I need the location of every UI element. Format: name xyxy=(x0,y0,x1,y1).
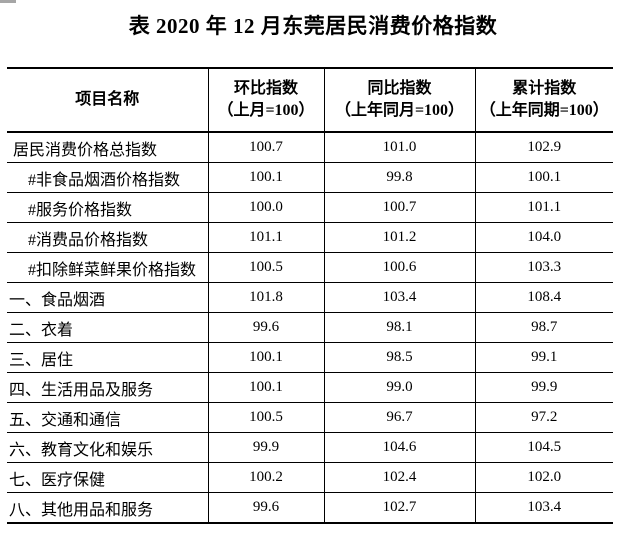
yoy-value-cell: 102.4 xyxy=(324,462,476,493)
item-name-cell: 一、食品烟酒 xyxy=(7,282,209,313)
cum-value-cell: 97.2 xyxy=(475,402,613,433)
item-name-cell: 五、交通和通信 xyxy=(7,402,209,433)
cum-value-cell: 104.5 xyxy=(475,432,613,463)
col-header-mom-index: 环比指数 （上月=100） xyxy=(208,68,325,133)
item-name-cell: 八、其他用品和服务 xyxy=(7,492,209,524)
col-header-mom-line2: （上月=100） xyxy=(217,102,315,119)
col-header-cum-index: 累计指数 （上年同期=100） xyxy=(475,68,613,133)
item-name-cell: 三、居住 xyxy=(7,342,209,373)
col-header-mom-line1: 环比指数 xyxy=(233,80,298,97)
yoy-value-cell: 98.5 xyxy=(324,342,476,373)
item-name-cell: #消费品价格指数 xyxy=(7,222,209,253)
col-header-yoy-index: 同比指数 （上年同月=100） xyxy=(324,68,476,133)
table-row-excl-fresh: #扣除鲜菜鲜果价格指数 100.5 100.6 103.3 xyxy=(7,252,613,283)
table-row-housing: 三、居住 100.1 98.5 99.1 xyxy=(7,342,613,373)
mom-value-cell: 101.1 xyxy=(208,222,325,253)
mom-value-cell: 99.6 xyxy=(208,492,325,524)
item-name-cell: #非食品烟酒价格指数 xyxy=(7,162,209,193)
cum-value-cell: 102.9 xyxy=(475,132,613,163)
mom-value-cell: 100.2 xyxy=(208,462,325,493)
cum-value-cell: 102.0 xyxy=(475,462,613,493)
col-header-yoy-line2: （上年同月=100） xyxy=(334,102,465,119)
table-row-transport-communication: 五、交通和通信 100.5 96.7 97.2 xyxy=(7,402,613,433)
cum-value-cell: 103.3 xyxy=(475,252,613,283)
mom-value-cell: 100.7 xyxy=(208,132,325,163)
item-name-cell: 七、医疗保健 xyxy=(7,462,209,493)
item-name-cell: 二、衣着 xyxy=(7,312,209,343)
item-name-cell: 居民消费价格总指数 xyxy=(7,132,209,163)
table-row-clothing: 二、衣着 99.6 98.1 98.7 xyxy=(7,312,613,343)
table-row-consumer-goods: #消费品价格指数 101.1 101.2 104.0 xyxy=(7,222,613,253)
cum-value-cell: 98.7 xyxy=(475,312,613,343)
col-header-item-name: 项目名称 xyxy=(7,68,209,133)
table-row-food-tobacco: 一、食品烟酒 101.8 103.4 108.4 xyxy=(7,282,613,313)
yoy-value-cell: 101.2 xyxy=(324,222,476,253)
item-name-cell: 六、教育文化和娱乐 xyxy=(7,432,209,463)
table-row-non-food-tobacco: #非食品烟酒价格指数 100.1 99.8 100.1 xyxy=(7,162,613,193)
item-name-cell: 四、生活用品及服务 xyxy=(7,372,209,403)
cpi-table: 项目名称 环比指数 （上月=100） 同比指数 （上年同月=100） 累计指数 … xyxy=(7,67,613,524)
yoy-value-cell: 100.6 xyxy=(324,252,476,283)
yoy-value-cell: 98.1 xyxy=(324,312,476,343)
mom-value-cell: 100.1 xyxy=(208,372,325,403)
cum-value-cell: 101.1 xyxy=(475,192,613,223)
col-header-cum-line2: （上年同期=100） xyxy=(479,102,609,119)
yoy-value-cell: 103.4 xyxy=(324,282,476,313)
col-header-yoy-line1: 同比指数 xyxy=(367,80,432,97)
mom-value-cell: 100.5 xyxy=(208,402,325,433)
header-row: 项目名称 环比指数 （上月=100） 同比指数 （上年同月=100） 累计指数 … xyxy=(7,68,613,133)
mom-value-cell: 100.1 xyxy=(208,342,325,373)
mom-value-cell: 100.1 xyxy=(208,162,325,193)
yoy-value-cell: 100.7 xyxy=(324,192,476,223)
table-row-healthcare: 七、医疗保健 100.2 102.4 102.0 xyxy=(7,462,613,493)
cum-value-cell: 104.0 xyxy=(475,222,613,253)
yoy-value-cell: 99.0 xyxy=(324,372,476,403)
col-header-item-label: 项目名称 xyxy=(75,91,140,108)
table-header: 项目名称 环比指数 （上月=100） 同比指数 （上年同月=100） 累计指数 … xyxy=(7,68,613,133)
cum-value-cell: 99.1 xyxy=(475,342,613,373)
col-header-cum-line1: 累计指数 xyxy=(512,80,577,97)
cum-value-cell: 108.4 xyxy=(475,282,613,313)
item-name-cell: #服务价格指数 xyxy=(7,192,209,223)
table-row-household-goods: 四、生活用品及服务 100.1 99.0 99.9 xyxy=(7,372,613,403)
mom-value-cell: 101.8 xyxy=(208,282,325,313)
table-row-services: #服务价格指数 100.0 100.7 101.1 xyxy=(7,192,613,223)
item-name-cell: #扣除鲜菜鲜果价格指数 xyxy=(7,252,209,283)
yoy-value-cell: 102.7 xyxy=(324,492,476,524)
mom-value-cell: 99.6 xyxy=(208,312,325,343)
yoy-value-cell: 101.0 xyxy=(324,132,476,163)
yoy-value-cell: 96.7 xyxy=(324,402,476,433)
mom-value-cell: 100.0 xyxy=(208,192,325,223)
cum-value-cell: 100.1 xyxy=(475,162,613,193)
yoy-value-cell: 104.6 xyxy=(324,432,476,463)
table-body: 居民消费价格总指数 100.7 101.0 102.9 #非食品烟酒价格指数 1… xyxy=(7,132,613,524)
yoy-value-cell: 99.8 xyxy=(324,162,476,193)
table-row-general-index: 居民消费价格总指数 100.7 101.0 102.9 xyxy=(7,132,613,163)
cum-value-cell: 99.9 xyxy=(475,372,613,403)
mom-value-cell: 99.9 xyxy=(208,432,325,463)
table-row-other-goods-services: 八、其他用品和服务 99.6 102.7 103.4 xyxy=(7,492,613,524)
mom-value-cell: 100.5 xyxy=(208,252,325,283)
page-title: 表 2020 年 12 月东莞居民消费价格指数 xyxy=(128,14,498,38)
scrollbar-fragment xyxy=(0,0,16,3)
cum-value-cell: 103.4 xyxy=(475,492,613,524)
table-row-education-culture: 六、教育文化和娱乐 99.9 104.6 104.5 xyxy=(7,432,613,463)
